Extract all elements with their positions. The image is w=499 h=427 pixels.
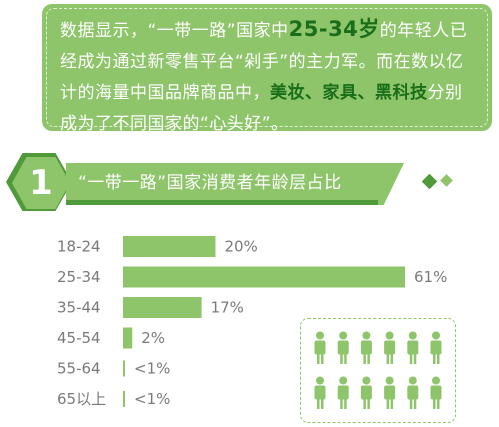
value-label: <1% <box>134 390 170 408</box>
person-icon <box>407 331 419 364</box>
person-icon <box>384 331 396 364</box>
category-label: 35-44 <box>57 299 101 317</box>
category-label: 45-54 <box>57 329 101 347</box>
value-label: <1% <box>134 360 170 378</box>
value-label: 2% <box>141 329 165 347</box>
bar <box>123 360 125 377</box>
info-card-border <box>46 8 488 127</box>
people-icon-box <box>300 318 456 423</box>
bar <box>123 236 216 257</box>
person-icon <box>314 331 326 364</box>
person-icon <box>314 376 326 409</box>
category-label: 18-24 <box>57 238 101 256</box>
person-icon <box>337 376 349 409</box>
person-icon <box>360 331 372 364</box>
category-label: 25-34 <box>57 268 101 286</box>
info-highlight-categories: 美妆、家具、黑科技 <box>270 83 428 103</box>
section-banner <box>66 163 404 205</box>
person-icon <box>407 376 419 409</box>
section-banner-edge <box>66 200 378 205</box>
value-label: 61% <box>414 268 447 286</box>
info-text-part1: 数据显示，“一带一路”国家中 <box>60 21 289 41</box>
person-icon <box>384 376 396 409</box>
bar <box>123 297 202 318</box>
category-label: 55-64 <box>57 360 101 378</box>
section-number: 1 <box>12 157 70 209</box>
info-text-part3: 分别成为了不同国家的“心头好”。 <box>60 83 463 134</box>
info-highlight-age: 25-34岁 <box>288 17 380 41</box>
info-text-part2: 的年轻人已经成为通过新零售平台“剁手”的主力军。而在数以亿计的海量中国品牌商品中… <box>60 21 468 103</box>
people-icons <box>314 331 442 409</box>
person-icon <box>337 331 349 364</box>
chart-title: “一带一路”国家消费者年龄层占比 <box>78 173 342 193</box>
info-text: 数据显示，“一带一路”国家中25-34岁的年轻人已经成为通过新零售平台“剁手”的… <box>60 14 476 140</box>
bar <box>123 391 125 407</box>
value-label: 20% <box>224 238 257 256</box>
bar <box>123 327 133 349</box>
person-icon <box>430 376 442 409</box>
value-label: 17% <box>211 299 244 317</box>
person-icon <box>360 376 372 409</box>
person-icon <box>430 331 442 364</box>
bar <box>123 266 405 288</box>
info-card: 数据显示，“一带一路”国家中25-34岁的年轻人已经成为通过新零售平台“剁手”的… <box>42 4 492 134</box>
category-label: 65以上 <box>57 390 106 408</box>
